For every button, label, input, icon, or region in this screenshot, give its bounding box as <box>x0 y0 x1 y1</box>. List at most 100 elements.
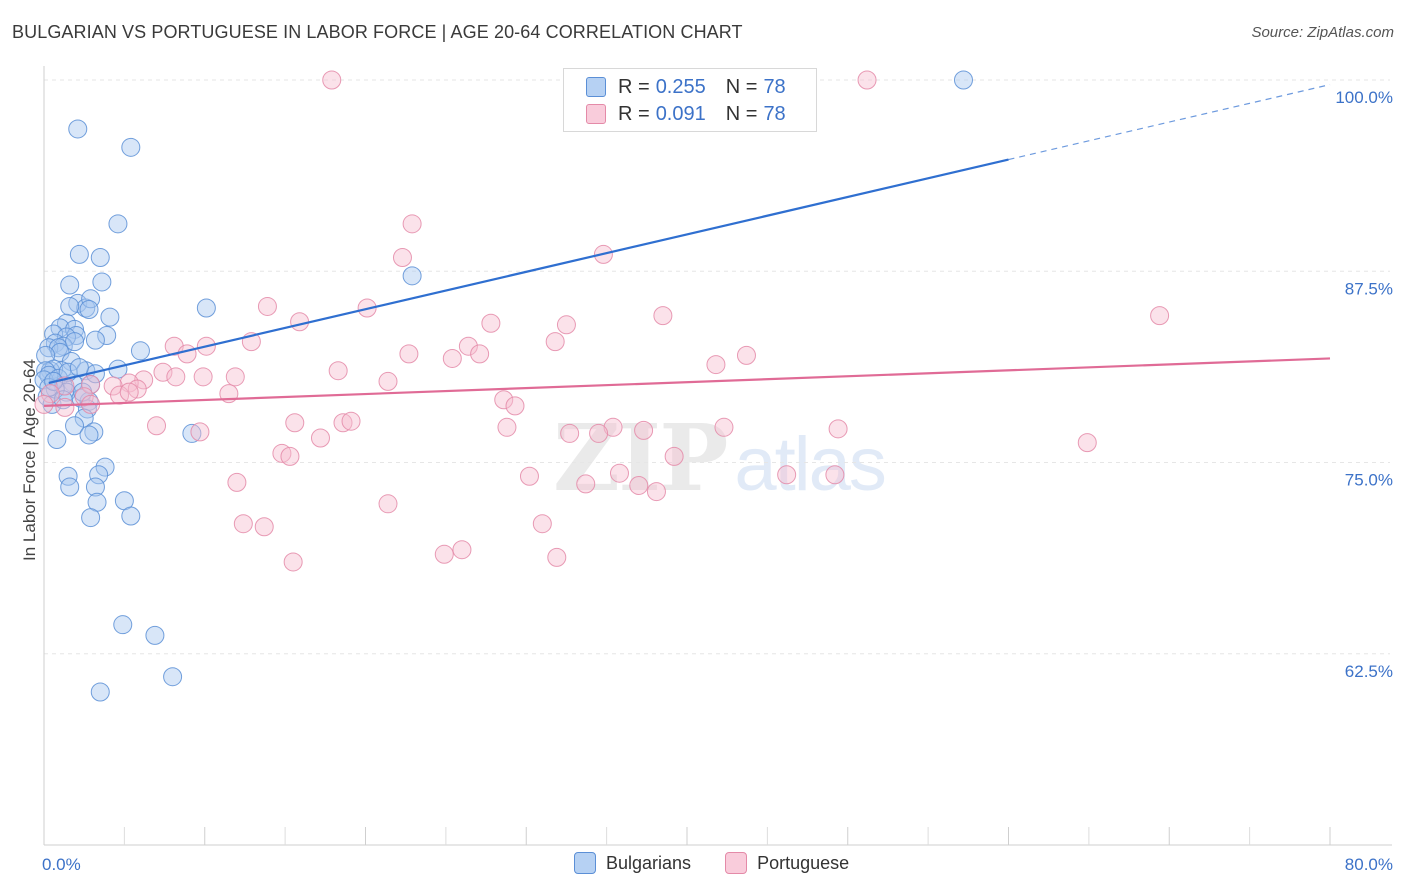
portuguese-point <box>1150 306 1170 326</box>
tick-label-layer: 62.5% 75.0% 87.5% 100.0% 0.0% 80.0% <box>42 88 1393 874</box>
legend-r-value: 0.255 <box>655 75 706 98</box>
portuguese-trend-line <box>43 357 1331 407</box>
portuguese-point <box>857 70 877 90</box>
bulgarians-point <box>182 423 202 443</box>
portuguese-point <box>333 413 353 433</box>
portuguese-point <box>378 371 398 391</box>
y-tick-label: 100.0% <box>1335 88 1393 107</box>
bulgarians-point <box>39 338 59 358</box>
portuguese-point <box>653 306 673 326</box>
legend-item-portuguese[interactable]: Portuguese <box>725 852 849 874</box>
portuguese-point <box>341 411 361 431</box>
legend-r-label: R = <box>618 102 650 125</box>
legend-swatch-portuguese <box>725 852 748 874</box>
portuguese-point <box>81 374 101 394</box>
bulgarians-point <box>89 465 109 485</box>
portuguese-point <box>828 419 848 439</box>
bulgarians-point <box>90 247 110 267</box>
portuguese-point <box>74 387 94 407</box>
bulgarians-point <box>95 457 115 477</box>
portuguese-point <box>257 296 277 316</box>
portuguese-point <box>825 465 845 485</box>
bulgarians-point <box>85 477 105 497</box>
bulgarians-point <box>953 70 973 90</box>
watermark-atlas: atlas <box>734 422 887 507</box>
bulgarians-point <box>130 341 150 361</box>
portuguese-point <box>545 332 565 352</box>
portuguese-point <box>280 446 300 466</box>
portuguese-point <box>706 355 726 375</box>
legend-n-value: 78 <box>763 75 786 98</box>
portuguese-point <box>556 315 576 335</box>
bulgarians-point <box>69 244 89 264</box>
portuguese-point <box>560 423 580 443</box>
portuguese-point <box>233 514 253 534</box>
portuguese-point <box>283 552 303 572</box>
portuguese-point <box>290 312 310 332</box>
legend-label-bulgarians: Bulgarians <box>606 852 692 873</box>
bulgarians-point <box>90 682 110 702</box>
bulgarians-point <box>145 625 165 645</box>
portuguese-point <box>190 422 210 442</box>
portuguese-point <box>442 348 462 368</box>
portuguese-point <box>777 465 797 485</box>
source-credit: Source: ZipAtlas.com <box>1251 24 1394 41</box>
bulgarians-point <box>108 214 128 234</box>
bulgarians-point <box>65 416 85 436</box>
legend-label-portuguese: Portuguese <box>757 852 850 873</box>
axis-layer <box>43 66 1392 846</box>
portuguese-point <box>227 472 247 492</box>
portuguese-point <box>458 336 478 356</box>
portuguese-point <box>547 547 567 567</box>
portuguese-point <box>609 463 629 483</box>
portuguese-point <box>310 428 330 448</box>
x-tick-label: 80.0% <box>1345 855 1393 874</box>
portuguese-point <box>634 420 654 440</box>
portuguese-point <box>254 517 274 537</box>
bulgarians-point <box>121 506 141 526</box>
portuguese-point <box>497 417 517 437</box>
bulgarians-point <box>60 477 80 497</box>
portuguese-point <box>147 416 167 436</box>
portuguese-point <box>166 367 186 387</box>
points-layer <box>34 70 1170 702</box>
portuguese-point <box>402 214 422 234</box>
portuguese-point <box>519 466 539 486</box>
legend-swatch-portuguese <box>586 104 606 124</box>
bulgarians-point <box>196 298 216 318</box>
portuguese-point <box>494 390 514 410</box>
bulgarians-point <box>47 430 67 450</box>
portuguese-point <box>603 417 623 437</box>
legend-row-bulgarians: R = 0.255 N = 78 <box>586 75 792 99</box>
legend-item-bulgarians[interactable]: Bulgarians <box>574 852 691 874</box>
portuguese-point <box>399 344 419 364</box>
portuguese-point <box>193 367 213 387</box>
legend-r-label: R = <box>618 75 650 98</box>
x-tick-label: 0.0% <box>42 855 81 874</box>
portuguese-point <box>452 540 472 560</box>
legend-n-label: N = <box>725 102 758 125</box>
portuguese-point <box>34 394 54 414</box>
bulgarians-point <box>79 425 99 445</box>
bulgarians-trend-extension <box>1008 84 1331 161</box>
portuguese-point <box>481 313 501 333</box>
portuguese-point <box>470 344 490 364</box>
portuguese-point <box>714 417 734 437</box>
y-tick-label: 62.5% <box>1345 662 1393 681</box>
bulgarians-point <box>121 137 141 157</box>
portuguese-point <box>505 396 525 416</box>
portuguese-point <box>1077 433 1097 453</box>
bulgarians-point <box>68 119 88 139</box>
bulgarians-point <box>402 266 422 286</box>
chart-title: BULGARIAN VS PORTUGUESE IN LABOR FORCE |… <box>12 22 743 42</box>
portuguese-point <box>153 362 173 382</box>
portuguese-point <box>629 475 649 495</box>
bulgarians-point <box>66 326 86 346</box>
portuguese-point <box>532 514 552 534</box>
bulgarians-trend-line <box>48 158 1009 385</box>
bulgarians-point <box>65 332 85 352</box>
legend-swatch-bulgarians <box>586 77 606 97</box>
bulgarians-point <box>97 326 117 346</box>
bulgarians-point <box>76 298 96 318</box>
